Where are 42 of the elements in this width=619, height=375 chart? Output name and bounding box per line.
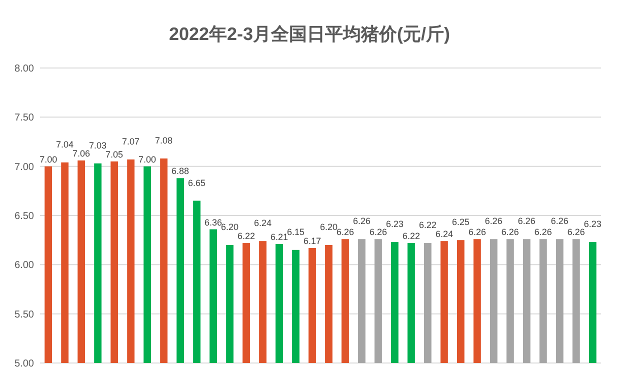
data-label: 6.26	[567, 227, 585, 238]
data-label: 7.03	[89, 140, 107, 150]
y-tick-label: 7.00	[14, 162, 34, 173]
data-label: 6.25	[452, 217, 470, 228]
data-label: 6.15	[286, 226, 305, 237]
data-label: 7.04	[56, 139, 74, 150]
y-tick-label: 7.50	[14, 112, 34, 124]
y-tick-label: 8.00	[14, 64, 34, 74]
y-tick-label: 6.50	[14, 211, 34, 222]
data-label: 6.20	[320, 222, 338, 232]
data-label: 6.24	[435, 229, 453, 240]
data-label: 6.26	[518, 216, 536, 226]
data-label: 6.26	[369, 227, 387, 238]
data-label: 6.26	[501, 227, 519, 238]
data-label: 6.24	[254, 218, 272, 228]
data-label: 7.08	[155, 135, 173, 146]
data-label: 6.26	[550, 216, 568, 226]
data-label: 6.26	[468, 227, 486, 238]
data-label: 7.07	[122, 136, 140, 146]
y-tick-label: 6.00	[14, 260, 34, 272]
data-label: 7.05	[106, 149, 124, 160]
y-tick-label: 5.50	[14, 309, 34, 320]
data-label: 6.88	[172, 166, 190, 176]
data-label: 6.21	[270, 232, 288, 242]
data-label: 6.22	[418, 220, 436, 230]
data-label: 6.26	[352, 216, 371, 226]
data-label: 6.17	[303, 236, 322, 246]
data-label: 6.65	[188, 178, 206, 188]
y-tick-label: 5.00	[14, 358, 34, 370]
data-label: 6.23	[584, 219, 602, 230]
data-label: 6.22	[402, 231, 420, 242]
data-label: 6.26	[484, 216, 502, 226]
data-label: 6.36	[204, 217, 222, 228]
data-label: 6.20	[221, 222, 239, 232]
data-label: 7.00	[138, 154, 156, 164]
data-label: 6.23	[386, 219, 404, 230]
data-label: 7.06	[72, 148, 90, 158]
chart-title: 2022年2-3月全国日平均猪价(元/斤)	[168, 24, 450, 44]
data-label: 6.26	[336, 227, 354, 238]
data-label: 6.26	[534, 227, 552, 238]
data-label: 6.22	[238, 231, 256, 242]
data-label: 7.00	[40, 154, 58, 164]
